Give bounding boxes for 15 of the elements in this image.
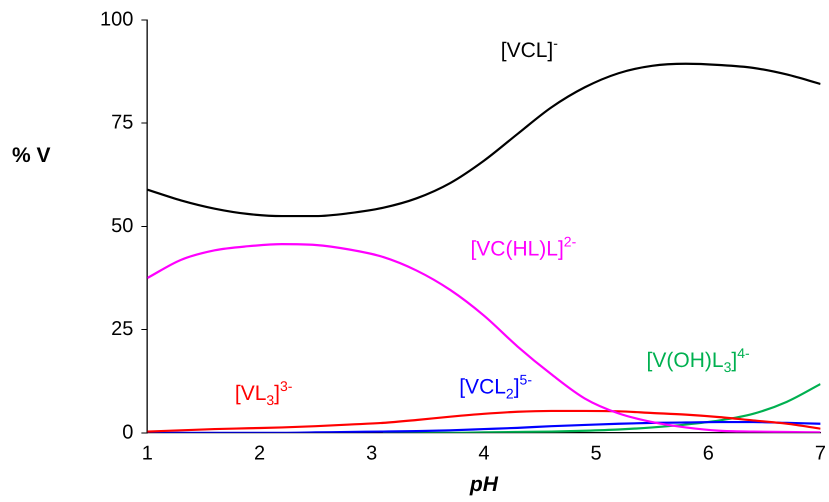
x-tick-label: 3 <box>366 442 378 464</box>
y-axis-title: % V <box>12 144 51 168</box>
series-label: [VCL]- <box>500 35 558 62</box>
y-tick-label: 50 <box>111 214 134 237</box>
x-axis-title: pH <box>468 473 499 496</box>
y-tick-label: 100 <box>100 8 134 31</box>
x-tick-label: 5 <box>590 442 602 464</box>
x-tick-label: 4 <box>478 442 490 464</box>
x-tick-label: 6 <box>702 442 714 464</box>
y-tick-label: 0 <box>122 421 134 444</box>
x-tick-label: 2 <box>254 442 266 464</box>
x-tick-label: 7 <box>814 442 826 464</box>
y-tick-label: 75 <box>111 112 134 134</box>
x-tick-label: 1 <box>142 442 153 464</box>
y-tick-label: 25 <box>111 318 134 340</box>
